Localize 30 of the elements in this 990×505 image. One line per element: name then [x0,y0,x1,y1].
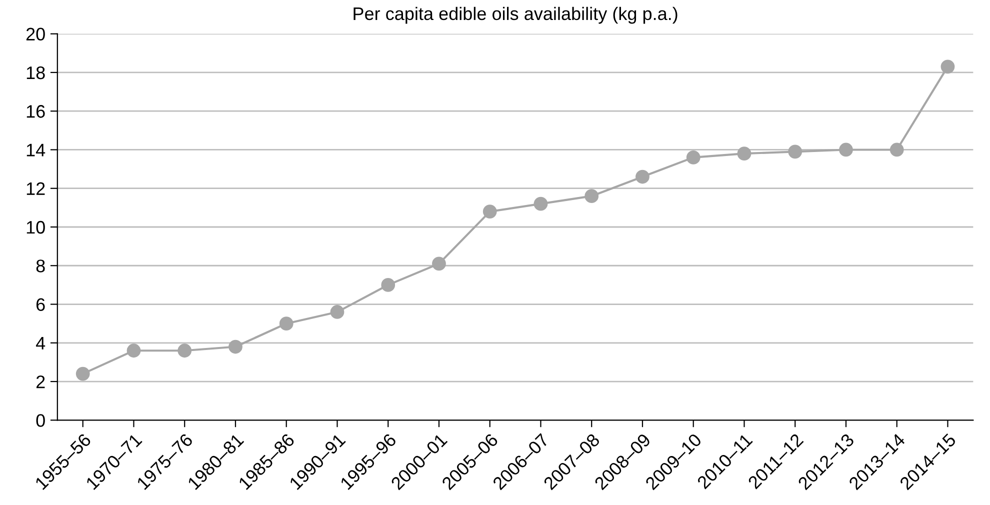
y-tick-label: 14 [26,144,46,156]
point [279,316,294,331]
y-tick-label: 0 [36,414,45,427]
point [584,189,599,204]
y-tick-label: 2 [36,375,45,388]
chart-title: Per capita edible oils availability (kg p.a.) [354,6,678,24]
y-tick-label: 4 [36,337,46,350]
point [381,278,396,292]
point [940,60,955,74]
point [482,204,497,218]
y-tick-label: 18 [26,66,45,80]
point [636,170,650,184]
y-tick-label: 6 [36,298,45,311]
point [839,142,853,157]
y-tick-label: 12 [26,182,45,195]
point [432,256,446,271]
point [330,305,344,319]
y-tick-label: 8 [36,260,45,272]
point [76,366,90,381]
point [534,196,548,211]
y-tick-label: 10 [26,220,45,234]
point [788,144,802,159]
point [126,344,141,358]
point [737,146,752,161]
point [890,142,904,157]
point [178,344,192,358]
y-tick-label: 20 [26,28,45,41]
point [686,150,700,164]
point [228,340,242,354]
y-tick-label: 16 [26,105,45,118]
